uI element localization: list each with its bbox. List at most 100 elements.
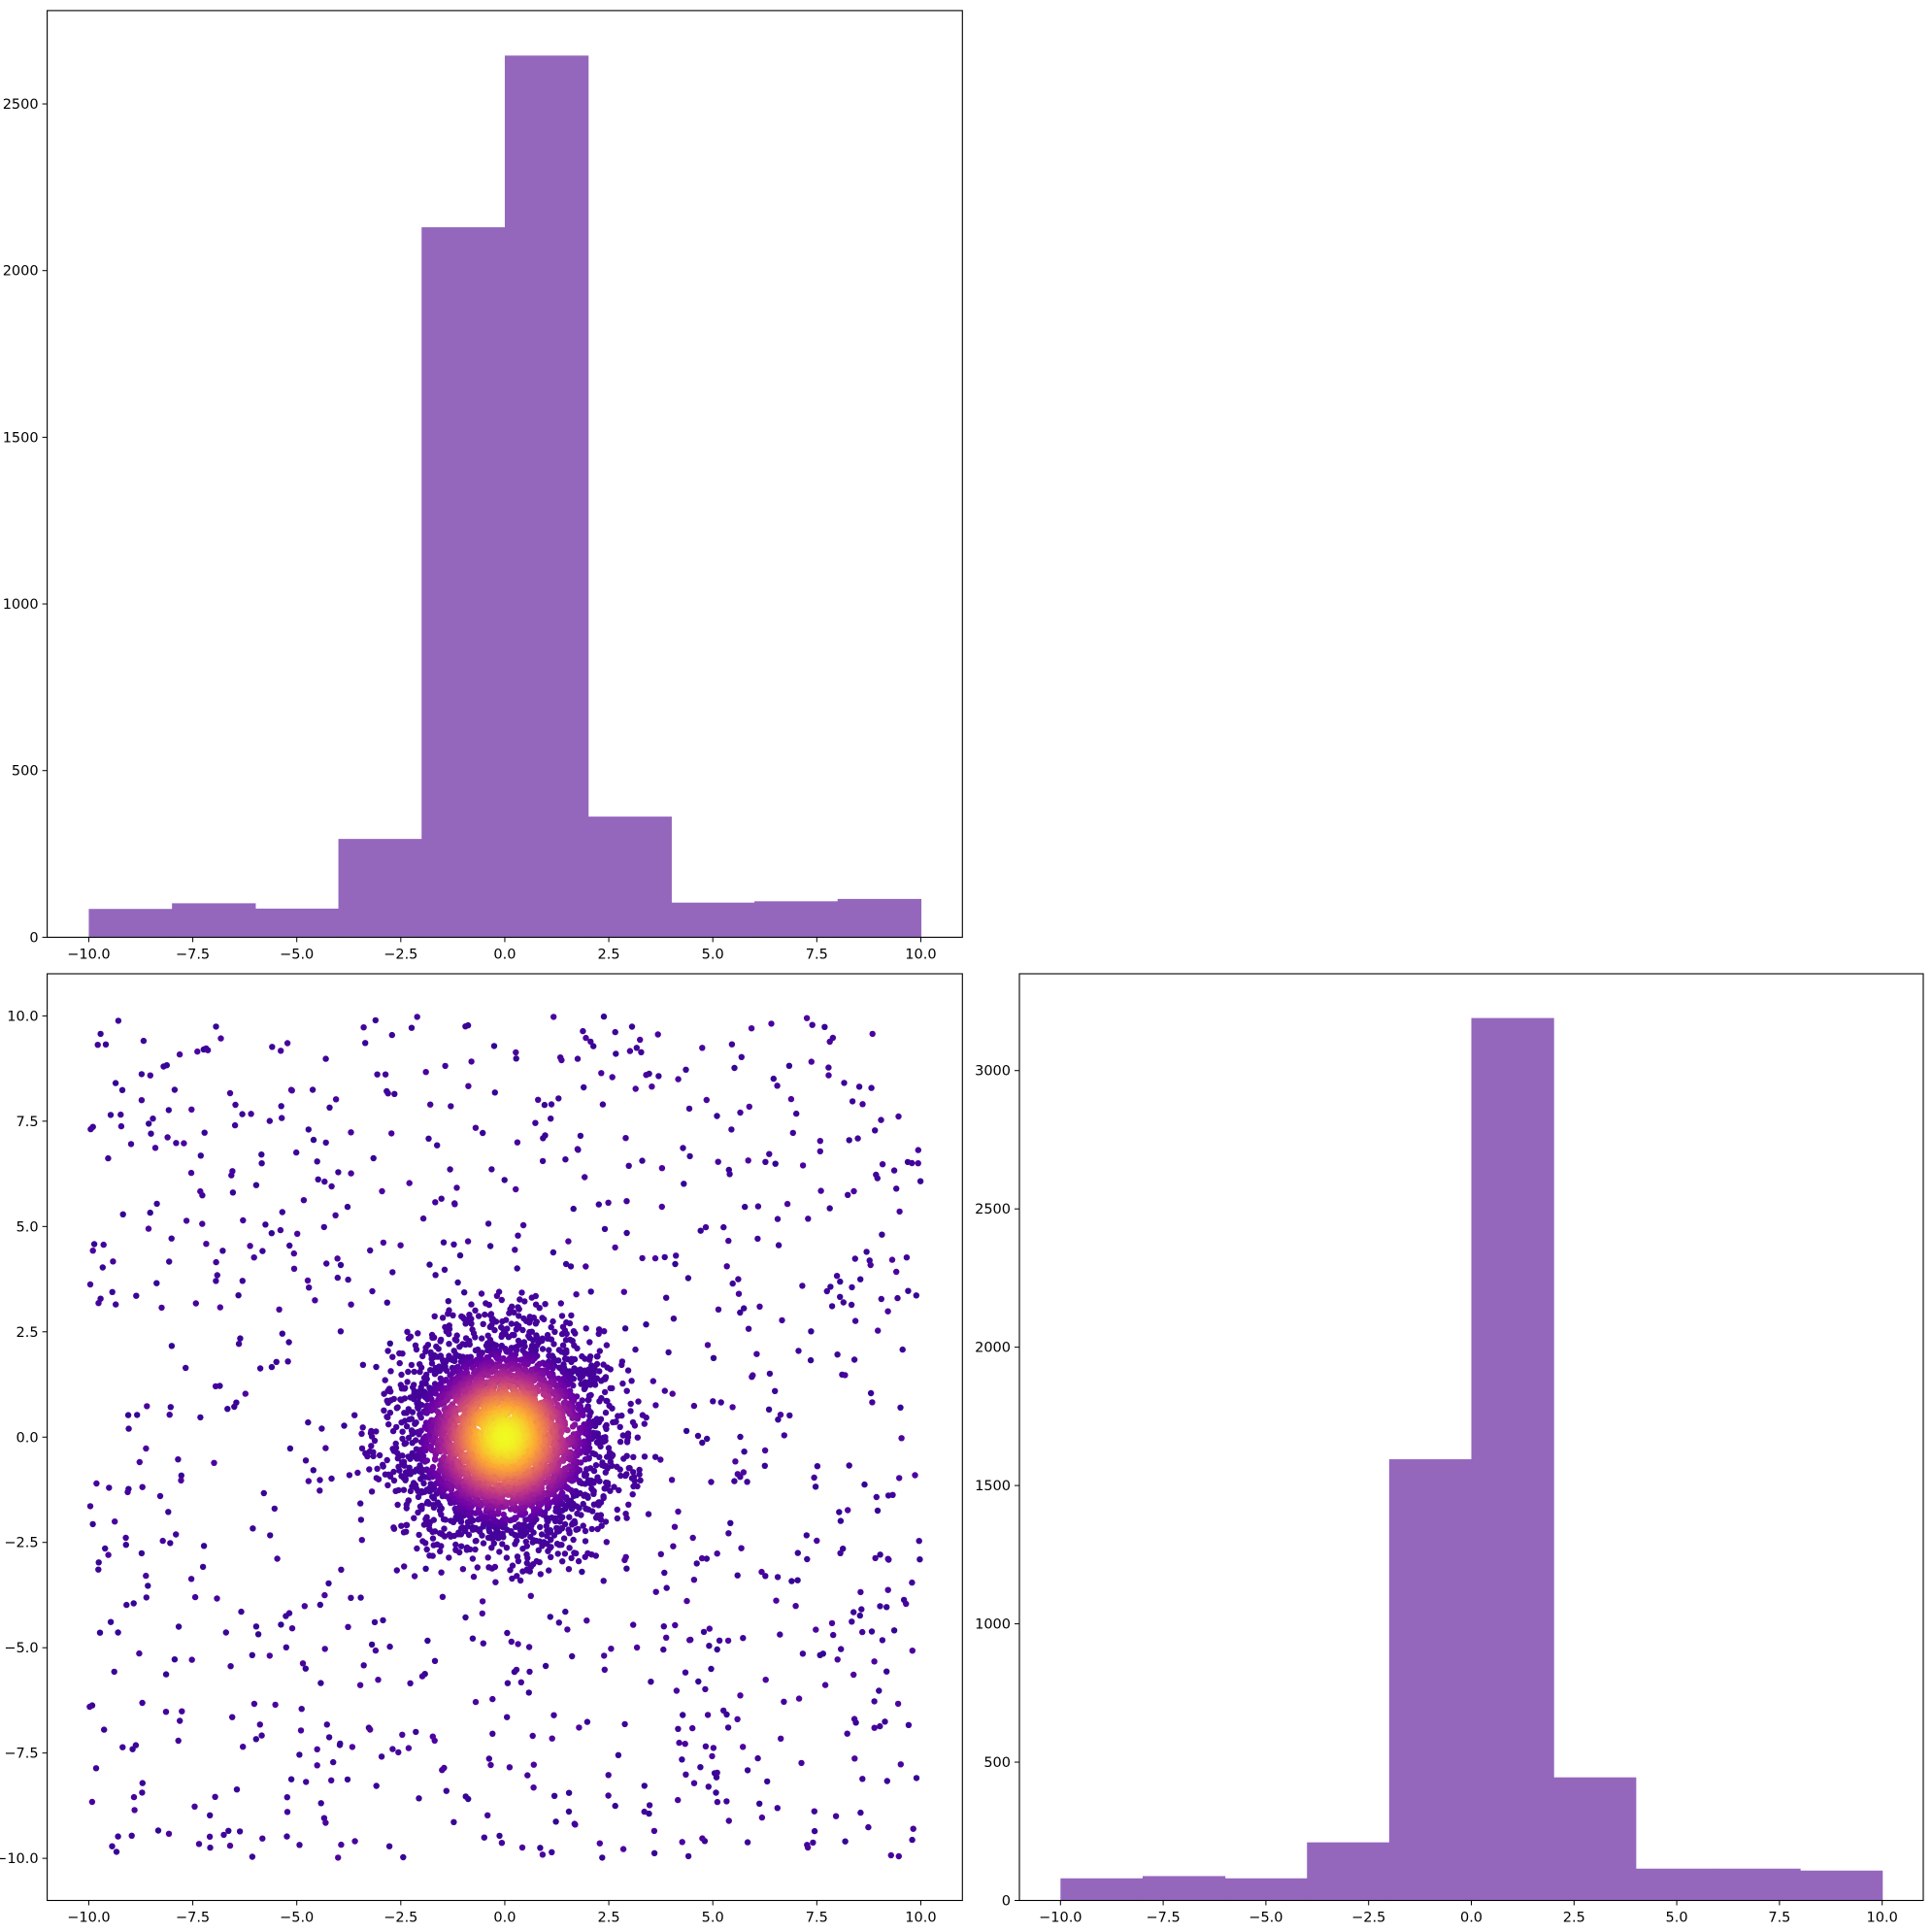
scatter-bottom-left-point xyxy=(508,1320,515,1327)
scatter-bottom-left-point xyxy=(341,1422,348,1429)
scatter-bottom-left-point xyxy=(559,1342,567,1349)
scatter-bottom-left-point xyxy=(896,1208,903,1216)
scatter-bottom-left-point xyxy=(841,1080,848,1086)
scatter-bottom-left-point xyxy=(92,1765,100,1772)
scatter-bottom-left-point xyxy=(388,1130,395,1137)
scatter-bottom-left-point xyxy=(525,1644,533,1650)
scatter-bottom-left-point xyxy=(337,1740,344,1748)
scatter-bottom-left-point xyxy=(590,1043,597,1049)
scatter-bottom-left-point xyxy=(794,1549,801,1556)
scatter-bottom-left-point xyxy=(466,1338,473,1345)
scatter-bottom-left-point xyxy=(639,1157,646,1164)
scatter-bottom-left-point xyxy=(561,1550,569,1557)
hist-top-left-y-tick-label: 500 xyxy=(12,764,39,780)
scatter-bottom-left-point xyxy=(577,1425,583,1432)
scatter-bottom-left-point xyxy=(334,1274,341,1282)
scatter-bottom-left-point xyxy=(431,1313,438,1320)
scatter-bottom-left-point xyxy=(871,1724,878,1731)
scatter-bottom-left-point xyxy=(393,1405,400,1412)
scatter-bottom-left-point xyxy=(113,1301,119,1308)
scatter-bottom-left-point xyxy=(521,1529,529,1536)
scatter-bottom-left-point xyxy=(623,1229,630,1237)
scatter-bottom-left-point xyxy=(774,1574,782,1581)
scatter-bottom-left-point xyxy=(660,1623,667,1630)
scatter-bottom-left-point xyxy=(489,1730,496,1738)
scatter-bottom-left-point xyxy=(436,1530,444,1537)
scatter-bottom-left-point xyxy=(814,1463,821,1470)
scatter-bottom-left-point xyxy=(895,1852,902,1860)
scatter-bottom-left-point xyxy=(371,1437,379,1445)
scatter-bottom-left-point xyxy=(450,1348,457,1354)
hist-top-left-bar xyxy=(837,898,922,938)
scatter-bottom-left-point xyxy=(601,1225,609,1233)
scatter-bottom-left-point xyxy=(558,1313,566,1319)
scatter-bottom-left-point xyxy=(565,1566,573,1573)
scatter-bottom-left-point xyxy=(175,1456,182,1463)
scatter-bottom-left-point xyxy=(158,1304,165,1312)
scatter-bottom-left-point xyxy=(548,1544,554,1550)
scatter-bottom-left-point xyxy=(599,1101,607,1108)
scatter-bottom-left-point xyxy=(144,1403,150,1410)
scatter-bottom-left-point xyxy=(479,1598,486,1605)
scatter-bottom-left-point xyxy=(94,1042,101,1049)
scatter-bottom-left-point xyxy=(238,1608,245,1616)
scatter-bottom-left-point xyxy=(481,1834,487,1841)
scatter-bottom-left-point xyxy=(411,1515,417,1521)
scatter-bottom-left-point xyxy=(564,1626,571,1633)
scatter-bottom-left-point xyxy=(440,1453,448,1461)
scatter-bottom-left-point xyxy=(164,1134,171,1141)
scatter-bottom-left-point xyxy=(416,1795,422,1802)
scatter-bottom-left-point xyxy=(183,1364,189,1372)
scatter-bottom-left-point xyxy=(373,1475,380,1482)
scatter-bottom-left-point xyxy=(472,1124,480,1131)
scatter-bottom-left-point xyxy=(526,1668,533,1676)
scatter-bottom-left-point xyxy=(523,1566,531,1573)
scatter-bottom-left-point xyxy=(623,1387,630,1394)
scatter-bottom-left-point xyxy=(542,1301,549,1308)
scatter-bottom-left-point xyxy=(397,1396,404,1403)
scatter-bottom-left-point xyxy=(417,1364,425,1371)
scatter-bottom-left-point xyxy=(710,1354,717,1362)
scatter-bottom-left-point xyxy=(758,1568,765,1576)
scatter-bottom-left-point xyxy=(521,1298,528,1305)
scatter-bottom-left-point xyxy=(850,1356,858,1363)
scatter-bottom-left-point xyxy=(857,1276,864,1282)
scatter-bottom-left-point xyxy=(488,1316,495,1323)
scatter-bottom-left-point xyxy=(581,1083,587,1091)
scatter-bottom-left-point xyxy=(643,1414,650,1421)
scatter-bottom-left-point xyxy=(429,1535,437,1542)
scatter-bottom-left-point xyxy=(236,1828,244,1835)
scatter-bottom-left-point xyxy=(294,1230,301,1238)
scatter-bottom-left-point xyxy=(450,1312,456,1319)
scatter-bottom-left-point xyxy=(476,1528,483,1535)
scatter-bottom-left-point xyxy=(879,1161,886,1168)
scatter-bottom-left-point xyxy=(865,1823,872,1831)
scatter-bottom-left-point xyxy=(528,1294,535,1301)
scatter-bottom-left-point xyxy=(371,1618,379,1626)
scatter-bottom-left-point xyxy=(250,1254,257,1261)
scatter-bottom-left-point xyxy=(335,1854,342,1861)
scatter-bottom-left-point xyxy=(621,1325,629,1332)
scatter-bottom-left-point xyxy=(793,1110,800,1117)
scatter-bottom-left-point xyxy=(536,1305,543,1312)
scatter-bottom-left-point xyxy=(766,1150,773,1157)
scatter-bottom-left-point xyxy=(187,1576,195,1582)
scatter-bottom-left-point xyxy=(277,1226,284,1234)
scatter-bottom-left-point xyxy=(595,1326,603,1333)
scatter-bottom-left-point xyxy=(535,1096,542,1104)
scatter-bottom-left-point xyxy=(783,1200,791,1208)
scatter-bottom-left-point xyxy=(665,1349,672,1356)
scatter-bottom-left-point xyxy=(614,1506,620,1514)
scatter-bottom-left-point xyxy=(491,1089,498,1096)
scatter-bottom-left-point xyxy=(803,1532,810,1539)
scatter-bottom-left-point xyxy=(633,1045,640,1051)
scatter-bottom-left-point xyxy=(348,1170,354,1177)
scatter-bottom-left-point xyxy=(774,1216,782,1222)
scatter-bottom-left-point xyxy=(546,1567,552,1574)
scatter-bottom-left-point xyxy=(399,1731,406,1739)
scatter-bottom-left-point xyxy=(541,1316,548,1323)
scatter-bottom-left-point xyxy=(609,1384,616,1392)
scatter-bottom-left-point xyxy=(582,1538,589,1545)
hist-top-left-x-tick-label: 7.5 xyxy=(806,947,828,962)
scatter-bottom-left-point xyxy=(598,1437,606,1445)
